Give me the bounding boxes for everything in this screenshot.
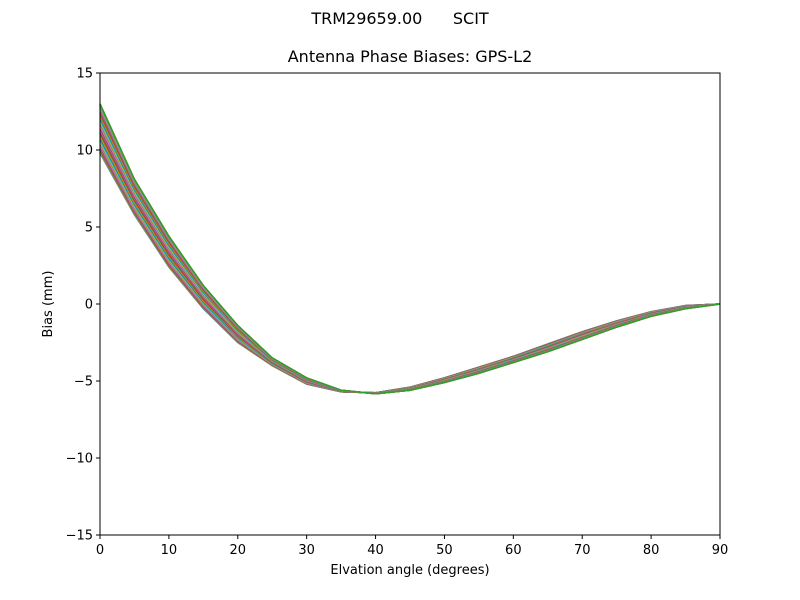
series-line	[99, 104, 721, 395]
series-line	[99, 131, 721, 394]
series-line	[99, 103, 721, 395]
series-line	[99, 137, 721, 394]
y-axis: 15 10 5 0 −5 −10 −15	[66, 67, 100, 544]
y-tick-label: −10	[66, 452, 93, 467]
x-tick-label: 80	[643, 543, 660, 558]
series-line	[99, 129, 721, 395]
x-tick-label: 30	[298, 543, 315, 558]
series-line	[99, 103, 721, 395]
series-line	[99, 129, 721, 395]
series-line	[99, 127, 721, 395]
y-axis-label: Bias (mm)	[41, 271, 56, 338]
x-axis: 0 10 20 30 40 50 60 70 80 90	[96, 535, 728, 558]
plot-frame	[99, 72, 721, 536]
x-tick-label: 10	[161, 543, 178, 558]
y-tick-label: 15	[76, 67, 93, 82]
x-axis-label: Elvation angle (degrees)	[330, 563, 489, 578]
chart-title: Antenna Phase Biases: GPS-L2	[287, 47, 533, 66]
x-tick-label: 20	[230, 543, 247, 558]
x-tick-label: 90	[712, 543, 729, 558]
series-lines	[99, 103, 721, 395]
series-line	[99, 105, 721, 395]
series-line	[99, 106, 721, 395]
series-line	[99, 110, 721, 395]
series-line	[99, 141, 721, 394]
series-line	[99, 119, 721, 395]
series-line	[99, 133, 721, 394]
y-tick-label: 5	[85, 221, 93, 236]
figure-suptitle: TRM29659.00 SCIT	[311, 9, 489, 28]
x-tick-label: 60	[505, 543, 522, 558]
series-line	[99, 139, 721, 394]
series-line	[99, 115, 721, 395]
x-tick-label: 70	[574, 543, 591, 558]
series-line	[99, 109, 721, 395]
x-tick-label: 40	[367, 543, 384, 558]
x-tick-label: 0	[96, 543, 104, 558]
series-line	[99, 137, 721, 394]
series-line	[99, 113, 721, 395]
series-line	[99, 107, 721, 395]
y-tick-label: 0	[85, 298, 93, 313]
series-line	[99, 143, 721, 394]
series-line	[99, 113, 721, 395]
series-line	[99, 110, 721, 395]
series-line	[99, 133, 721, 394]
series-line	[99, 107, 721, 395]
series-line	[99, 103, 721, 395]
series-line	[99, 115, 721, 395]
series-line	[99, 141, 721, 394]
series-line	[99, 104, 721, 395]
series-line	[99, 143, 721, 394]
series-line	[99, 127, 721, 395]
series-line	[99, 119, 721, 395]
series-line	[99, 112, 721, 395]
y-tick-label: 10	[76, 144, 93, 159]
series-line	[99, 135, 721, 394]
series-line	[99, 123, 721, 395]
series-line	[99, 135, 721, 394]
series-line	[99, 104, 721, 395]
series-line	[99, 121, 721, 395]
y-tick-label: −5	[74, 375, 93, 390]
series-line	[99, 106, 721, 395]
series-line	[99, 131, 721, 394]
series-line	[99, 121, 721, 395]
series-line	[99, 112, 721, 395]
series-line	[99, 105, 721, 395]
series-line	[99, 139, 721, 394]
x-tick-label: 50	[436, 543, 453, 558]
series-line	[99, 103, 721, 395]
series-line	[99, 117, 721, 395]
series-line	[99, 103, 721, 395]
series-line	[99, 125, 721, 395]
series-line	[99, 144, 721, 394]
series-line	[99, 125, 721, 395]
y-tick-label: −15	[66, 529, 93, 544]
series-line	[99, 104, 721, 395]
series-line	[99, 144, 721, 394]
series-line	[99, 123, 721, 395]
series-line	[99, 109, 721, 395]
series-line	[99, 117, 721, 395]
